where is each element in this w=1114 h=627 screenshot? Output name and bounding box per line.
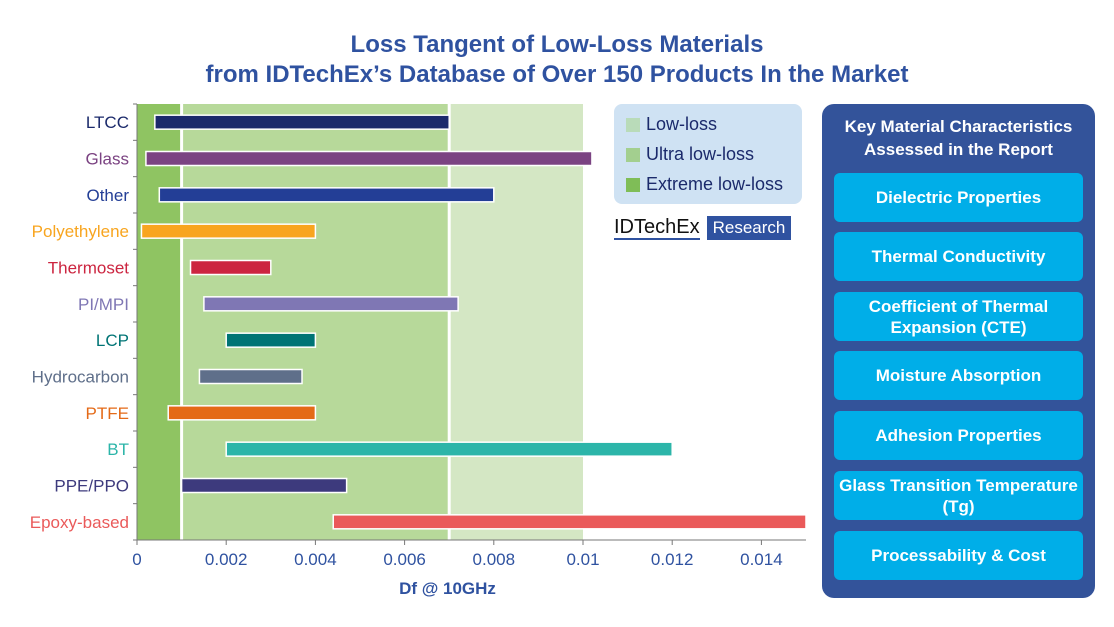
range-bar-epoxy-based [332,514,807,530]
range-bar-ltcc [154,114,450,130]
logo-sub: Research [706,216,792,240]
category-label-epoxy-based: Epoxy-based [30,513,129,532]
x-tick-label: 0.01 [566,550,599,569]
legend-swatch [626,147,640,162]
x-tick-label: 0.012 [651,550,694,569]
legend-item-low-loss: Low-loss [626,114,717,135]
x-tick-label: 0.002 [205,550,248,569]
item-cte: Coefficient of Thermal Expansion (CTE) [834,292,1083,341]
range-bar-bt [225,441,673,457]
characteristics-panel: Key Material Characteristics Assessed in… [822,104,1095,598]
item-thermal-conductivity: Thermal Conductivity [834,232,1083,281]
x-tick-label: 0.014 [740,550,783,569]
legend: Low-loss Ultra low-loss Extreme low-loss [614,104,802,204]
legend-item-ultra-low-loss: Ultra low-loss [626,144,754,165]
category-label-lcp: LCP [96,331,129,350]
x-tick-label: 0.004 [294,550,337,569]
category-label-other: Other [86,186,129,205]
category-label-polyethylene: Polyethylene [32,222,129,241]
logo-brand: IDTechEx [614,216,700,240]
zone-ultra-low-loss [181,104,450,540]
item-adhesion: Adhesion Properties [834,411,1083,460]
zone-extreme-low-loss [137,104,182,540]
x-tick-label: 0 [132,550,141,569]
legend-label: Extreme low-loss [646,174,784,194]
legend-swatch [626,117,640,132]
item-processability: Processability & Cost [834,531,1083,580]
category-label-thermoset: Thermoset [48,259,130,278]
title-line-1: Loss Tangent of Low-Loss Materials [350,31,764,58]
zone-low-loss [449,104,583,540]
x-tick-label: 0.006 [383,550,426,569]
item-tg: Glass Transition Temperature (Tg) [834,471,1083,520]
range-bar-ppe-ppo [180,477,348,494]
item-moisture: Moisture Absorption [834,351,1083,400]
range-bar-lcp [225,332,317,348]
chart-title: Loss Tangent of Low-Loss Materials from … [0,30,1114,90]
item-dielectric: Dielectric Properties [834,173,1083,222]
range-bar-other [158,187,495,203]
range-bar-pi-mpi [203,296,459,312]
category-label-glass: Glass [86,150,129,169]
range-bar-chart: LTCC Glass Other Polyethylene Thermoset PI/MP… [30,103,807,598]
category-label-bt: BT [107,440,129,459]
idtechex-logo: IDTechEx Research [614,216,792,240]
legend-label: Low-loss [646,114,718,134]
range-bar-polyethylene [140,223,317,239]
category-label-ltcc: LTCC [86,113,129,132]
legend-swatch [626,177,640,192]
range-bar-hydrocarbon [198,368,303,385]
range-bar-glass [145,150,593,167]
title-line-2: from IDTechEx’s Database of Over 150 Pro… [205,61,909,88]
range-bar-ptfe [167,405,317,421]
category-label-pi-mpi: PI/MPI [78,295,129,314]
x-tick-label: 0.008 [473,550,516,569]
panel-title: Key Material Characteristics Assessed in… [844,117,1073,159]
range-bar-thermoset [189,259,272,276]
legend-item-extreme-low-loss: Extreme low-loss [626,174,783,195]
legend-label: Ultra low-loss [646,144,755,164]
x-axis-label: Df @ 10GHz [399,579,496,598]
category-label-hydrocarbon: Hydrocarbon [32,368,129,387]
category-label-ppe-ppo: PPE/PPO [54,477,129,496]
category-label-ptfe: PTFE [86,404,129,423]
